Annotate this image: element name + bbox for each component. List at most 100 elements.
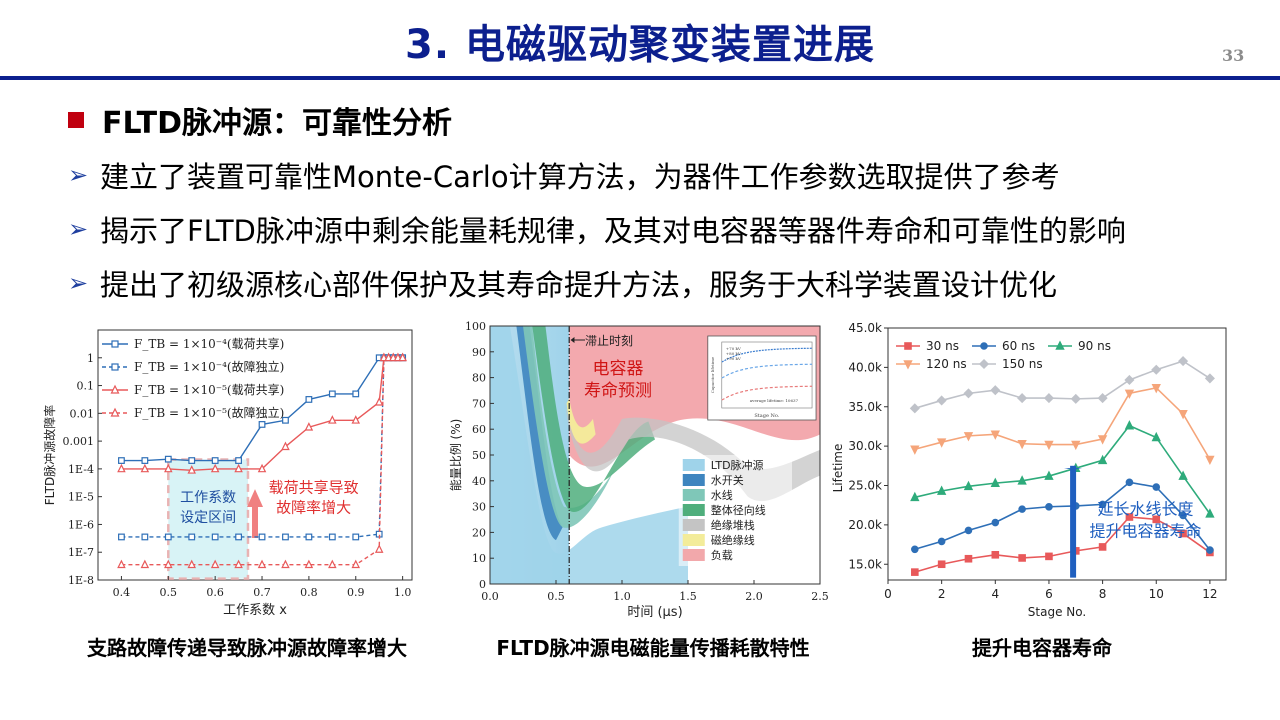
y-tick-label: 50: [472, 449, 486, 462]
legend-label: F_TB = 1×10⁻⁵(故障独立): [134, 405, 284, 420]
series-line: [914, 481, 1211, 551]
y-tick-label: 1E-5: [68, 491, 94, 504]
data-point: [141, 457, 149, 464]
data-point: [1097, 435, 1108, 445]
data-point: [1125, 513, 1134, 521]
lifetime-chart: 15.0k 20.0k 25.0k 30.0k 35.0k 40.0k 45.0k 0 2 4 6 8…: [831, 321, 1227, 619]
data-point: [1043, 393, 1055, 404]
y-tick-label: 1E-7: [68, 546, 94, 559]
data-point: [1179, 529, 1187, 538]
data-point: [141, 533, 149, 541]
x-tick-label: 0.9: [347, 586, 365, 599]
legend-label: 150 ns: [1002, 357, 1043, 371]
x-tick-label: 0.4: [113, 586, 130, 599]
x-tick-label: 1.0: [613, 590, 631, 603]
x-tick-label: 0.8: [300, 586, 318, 599]
annotation-arrow: [1070, 465, 1077, 578]
data-point: [1017, 393, 1028, 404]
data-point: [1178, 356, 1189, 367]
data-point: [1098, 500, 1107, 509]
data-point: [118, 533, 125, 541]
data-point: [305, 533, 313, 541]
bullet-item: ➢ 提出了初级源核心部件保护及其寿命提升方法，服务于大科学装置设计优化: [68, 262, 1057, 304]
data-point: [1045, 502, 1053, 511]
legend-swatch: [682, 459, 705, 471]
inset-xlabel: Stage No.: [754, 413, 779, 419]
data-point: [1097, 454, 1108, 465]
legend-label: 水开关: [711, 473, 744, 487]
y-tick-label: 20: [472, 526, 486, 539]
legend-label: 水线: [711, 488, 733, 502]
data-point: [1017, 475, 1027, 485]
data-point: [909, 403, 920, 414]
data-point: [1071, 440, 1081, 451]
data-point: [1152, 483, 1161, 491]
y-tick-label: 20.0k: [848, 518, 882, 532]
data-point: [164, 463, 173, 473]
y-axis-label: Lifetime: [831, 444, 845, 493]
inset-plot: [721, 341, 813, 409]
y-tick-label: 45.0k: [848, 321, 882, 335]
data-point: [964, 554, 973, 563]
x-tick-label: 0.0: [481, 590, 499, 603]
data-point: [187, 465, 197, 474]
overlay-label: 寿命预测: [584, 381, 652, 401]
data-point: [328, 390, 336, 398]
data-point: [990, 430, 1000, 440]
bullet-item: ➢ 揭示了FLTD脉冲源中剩余能量耗规律，及其对电容器等器件寿命和可靠性的影响: [68, 208, 1126, 250]
data-point: [234, 559, 243, 569]
data-point: [1206, 546, 1214, 554]
area-waterline: [523, 326, 616, 528]
figure-caption: 支路故障传递导致脉冲源故障率增大: [87, 636, 407, 660]
data-point: [352, 390, 360, 398]
data-point: [281, 441, 290, 451]
data-point: [1152, 515, 1161, 524]
y-tick-label: 1E-4: [68, 463, 94, 476]
data-point: [235, 533, 242, 541]
data-point: [990, 477, 1000, 487]
data-point: [1018, 554, 1026, 562]
figure-caption: 提升电容器寿命: [972, 636, 1112, 660]
arrow-right-icon: ➢: [68, 215, 89, 243]
legend-label: 绝缘堆栈: [711, 518, 755, 532]
y-tick-label: 25.0k: [848, 479, 882, 493]
data-point: [991, 551, 1000, 559]
data-point: [936, 438, 947, 448]
data-point: [351, 559, 361, 569]
annotation-arrow: [247, 489, 263, 507]
data-point: [1070, 393, 1081, 404]
data-point: [235, 457, 242, 464]
data-point: [1124, 389, 1135, 399]
box-label: 工作系数: [180, 490, 236, 506]
data-point: [910, 491, 920, 502]
data-point: [1151, 364, 1162, 375]
data-point: [111, 363, 119, 371]
legend-swatch: [682, 534, 705, 546]
x-tick-label: 6: [1045, 587, 1053, 601]
y-tick-label: 0.01: [70, 407, 95, 420]
working-range-box: [167, 458, 250, 580]
inset-note: average lifetime: 10637: [750, 398, 799, 403]
data-point: [1205, 455, 1215, 466]
box-label: 设定区间: [180, 510, 236, 526]
x-tick-label: 2: [938, 587, 946, 601]
data-point: [282, 533, 289, 541]
data-point: [257, 463, 267, 473]
x-tick-label: 0.7: [253, 586, 271, 599]
data-point: [374, 544, 384, 553]
legend-label: F_TB = 1×10⁻⁵(载荷共享): [134, 382, 284, 397]
data-point: [164, 455, 172, 463]
legend-swatch: [682, 474, 705, 486]
x-axis-label: 时间 (μs): [627, 605, 682, 620]
y-tick-label: 1E-6: [68, 518, 94, 531]
data-point: [1125, 478, 1134, 487]
figure-caption: FLTD脉冲源电磁能量传播耗散特性: [496, 636, 810, 660]
data-point: [164, 533, 172, 541]
data-point: [351, 415, 361, 424]
data-point: [110, 407, 120, 417]
y-tick-label: 35.0k: [848, 400, 882, 414]
data-point: [911, 545, 919, 554]
data-point: [1179, 511, 1187, 520]
y-tick-label: 90: [472, 346, 486, 359]
